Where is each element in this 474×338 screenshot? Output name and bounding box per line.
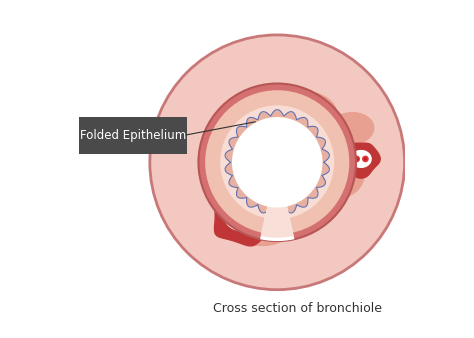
Circle shape bbox=[199, 83, 356, 241]
Polygon shape bbox=[227, 111, 328, 214]
Text: Cross section of bronchiole: Cross section of bronchiole bbox=[213, 301, 382, 315]
Circle shape bbox=[242, 224, 246, 228]
Polygon shape bbox=[224, 201, 263, 231]
Circle shape bbox=[205, 90, 349, 234]
Ellipse shape bbox=[231, 91, 296, 140]
Circle shape bbox=[246, 209, 255, 217]
Text: Folded Epithelium: Folded Epithelium bbox=[80, 129, 186, 142]
Polygon shape bbox=[215, 186, 282, 246]
Circle shape bbox=[248, 221, 253, 225]
Ellipse shape bbox=[214, 155, 273, 203]
Ellipse shape bbox=[227, 199, 294, 246]
FancyBboxPatch shape bbox=[80, 117, 187, 154]
Circle shape bbox=[232, 117, 322, 208]
Circle shape bbox=[233, 219, 241, 227]
Ellipse shape bbox=[328, 112, 374, 146]
Circle shape bbox=[240, 222, 248, 230]
Circle shape bbox=[222, 157, 225, 161]
Circle shape bbox=[246, 219, 255, 227]
Ellipse shape bbox=[285, 194, 337, 231]
Circle shape bbox=[362, 155, 369, 162]
Circle shape bbox=[353, 155, 360, 162]
Circle shape bbox=[355, 157, 358, 161]
Circle shape bbox=[220, 105, 334, 219]
Circle shape bbox=[235, 211, 239, 215]
Polygon shape bbox=[206, 144, 241, 177]
Polygon shape bbox=[261, 207, 294, 238]
Polygon shape bbox=[342, 143, 380, 178]
Polygon shape bbox=[215, 152, 232, 166]
Circle shape bbox=[248, 211, 253, 215]
Polygon shape bbox=[260, 203, 294, 241]
Ellipse shape bbox=[284, 92, 337, 132]
Circle shape bbox=[235, 221, 239, 225]
Polygon shape bbox=[351, 150, 371, 167]
Circle shape bbox=[364, 157, 367, 161]
Ellipse shape bbox=[311, 159, 364, 199]
Circle shape bbox=[220, 155, 227, 162]
Circle shape bbox=[150, 35, 405, 290]
Circle shape bbox=[233, 209, 241, 217]
